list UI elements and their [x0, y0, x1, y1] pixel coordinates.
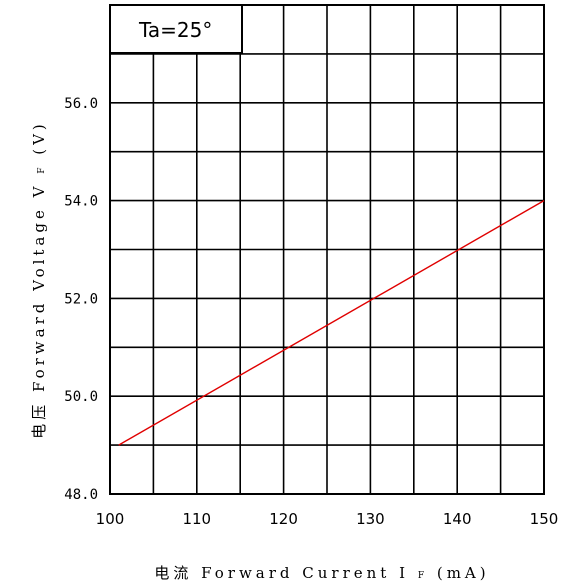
x-axis-label-main: Forward Current I: [201, 564, 409, 582]
y-tick-label: 52.0: [64, 291, 98, 307]
y-axis-label-prefix: 电压: [30, 401, 48, 439]
x-tick-label: 140: [443, 510, 472, 528]
x-axis-label-prefix: 电流: [154, 564, 192, 582]
series-line: [118, 199, 545, 446]
series-group: [118, 199, 545, 446]
y-axis-label: 电压 Forward Voltage V F (V): [30, 120, 48, 439]
x-tick-label: 120: [269, 510, 298, 528]
x-axis-label-subscript: F: [418, 571, 428, 581]
x-tick-labels: 100 110 120 130 140 150: [96, 510, 559, 528]
y-tick-label: 48.0: [64, 487, 98, 503]
plot-frame: [109, 4, 545, 495]
y-axis-label-subscript: F: [37, 164, 47, 174]
y-tick-label: 50.0: [64, 389, 98, 405]
x-tick-label: 100: [96, 510, 125, 528]
y-tick-labels: 48.0 50.0 52.0 54.0 56.0: [64, 96, 98, 503]
x-tick-label: 150: [530, 510, 559, 528]
y-axis-label-main: Forward Voltage V: [30, 183, 48, 392]
annotation-frame: [109, 4, 243, 54]
y-tick-label: 54.0: [64, 194, 98, 210]
x-tick-label: 110: [182, 510, 211, 528]
y-axis-label-unit: (V): [30, 120, 48, 155]
x-tick-label: 130: [356, 510, 385, 528]
annotation-text: Ta=25°: [138, 18, 212, 42]
grid: [110, 5, 544, 494]
y-tick-label: 56.0: [64, 96, 98, 112]
annotation-box: Ta=25°: [109, 4, 243, 54]
x-axis-label: 电流 Forward Current I F (mA): [154, 564, 489, 582]
x-axis-label-unit: (mA): [437, 564, 490, 582]
